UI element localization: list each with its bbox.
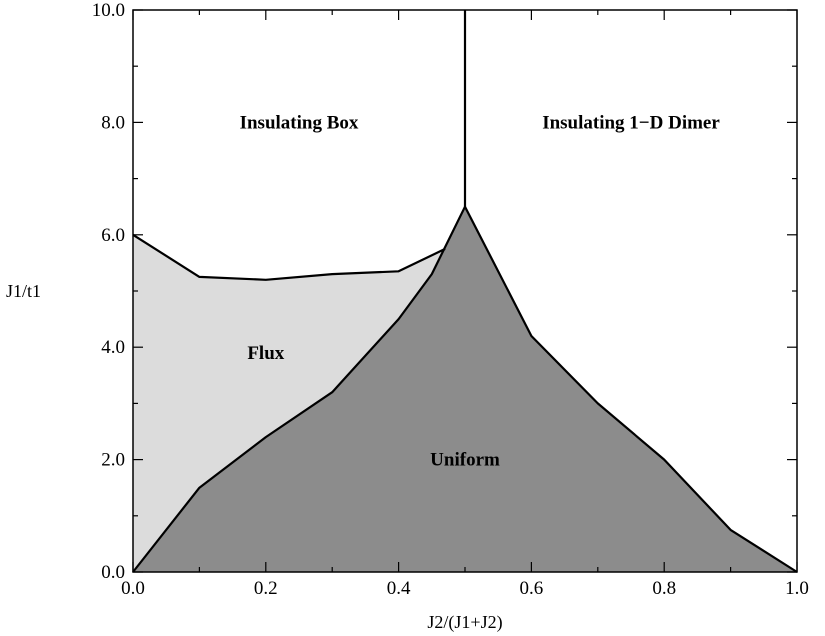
x-tick-label: 1.0 xyxy=(785,578,809,599)
region-label-uniform: Uniform xyxy=(430,450,500,471)
x-tick-label: 0.6 xyxy=(520,578,544,599)
region-label-insulating-box: Insulating Box xyxy=(240,112,359,133)
x-tick-label: 0.2 xyxy=(254,578,278,599)
region-label-insulating-1-d-dimer: Insulating 1−D Dimer xyxy=(542,112,720,133)
region-uniform xyxy=(133,206,797,572)
y-tick-label: 2.0 xyxy=(101,450,125,471)
y-tick-label: 6.0 xyxy=(101,225,125,246)
x-tick-label: 0.8 xyxy=(652,578,676,599)
region-label-flux: Flux xyxy=(247,343,284,364)
x-tick-label: 0.0 xyxy=(121,578,145,599)
phase-regions xyxy=(133,206,797,572)
region-flux xyxy=(133,206,465,572)
y-tick-label: 10.0 xyxy=(92,0,125,21)
flux-insulating-boundary xyxy=(132,233,446,281)
y-axis-label: J1/t1 xyxy=(6,281,41,301)
uniform-boundary xyxy=(132,205,798,573)
axis-ticks xyxy=(132,9,798,573)
phase-boundaries xyxy=(132,10,798,573)
region-labels: Flux Uniform Insulating Box Insulating 1−D … xyxy=(240,112,721,470)
x-tick-label: 0.4 xyxy=(387,578,411,599)
y-tick-label: 0.0 xyxy=(101,562,125,583)
y-tick-label: 4.0 xyxy=(101,337,125,358)
y-tick-label: 8.0 xyxy=(101,112,125,133)
axis-tick-labels: 0.0 0.2 0.4 0.6 0.8 1.0 0.0 2.0 4.0 6.0 8.0 10.0 xyxy=(92,0,809,599)
x-axis-label: J2/(J1+J2) xyxy=(427,612,502,633)
